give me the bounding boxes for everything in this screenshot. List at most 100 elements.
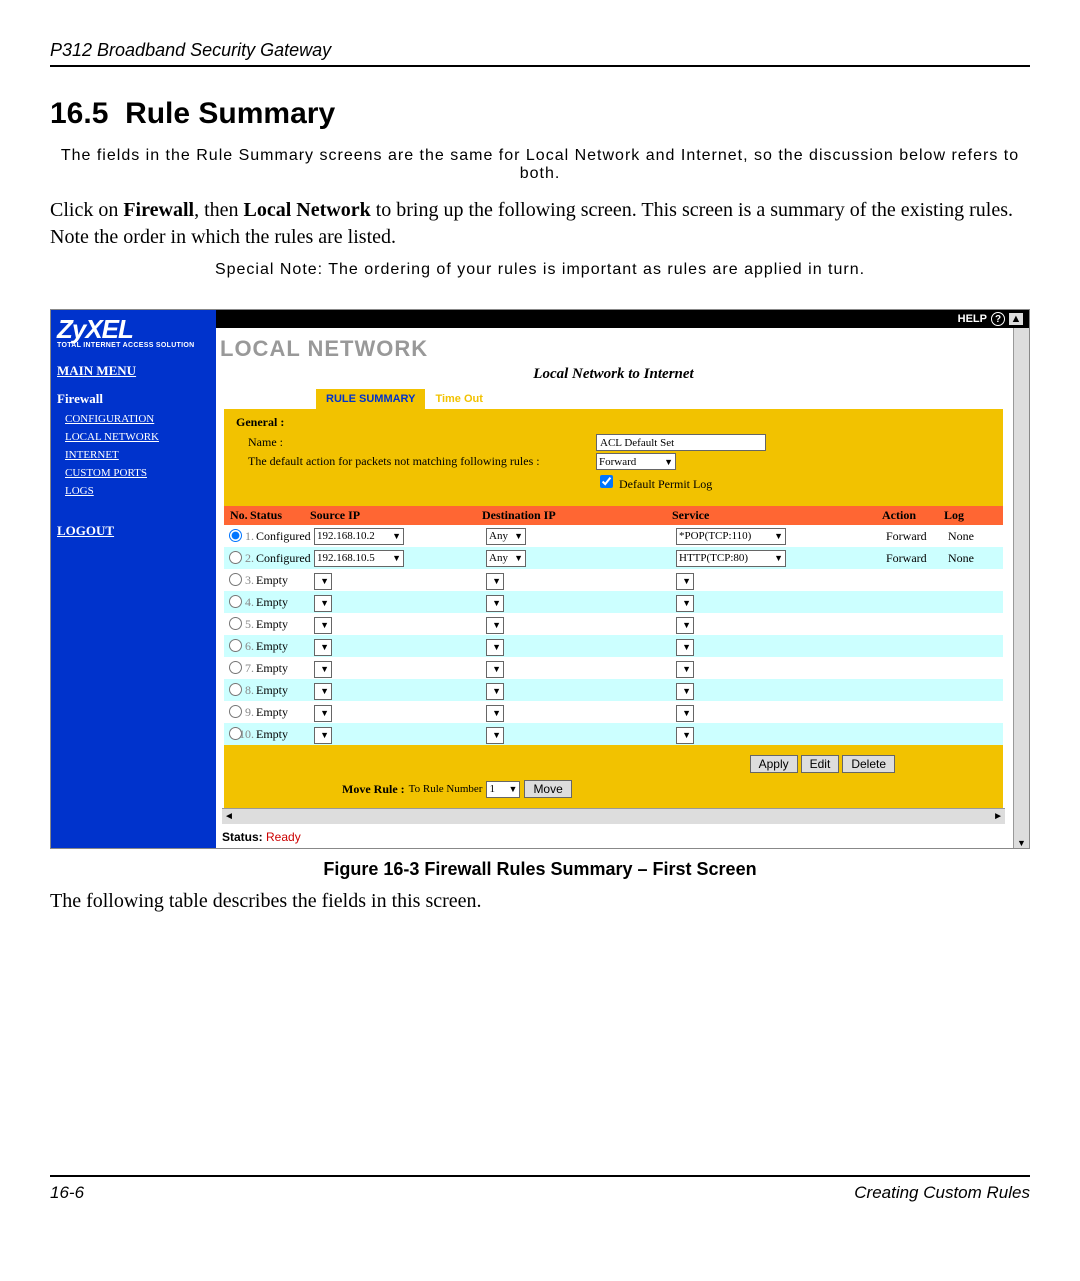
row-dest: Any▼ xyxy=(486,550,676,567)
row-source: ▼ xyxy=(314,614,486,634)
dropdown[interactable]: ▼ xyxy=(314,573,332,590)
page-title: LOCAL NETWORK xyxy=(216,328,1011,362)
tab-rule-summary[interactable]: RULE SUMMARY xyxy=(316,389,425,409)
row-radio[interactable] xyxy=(224,614,238,634)
dropdown[interactable]: ▼ xyxy=(314,727,332,744)
row-dest: ▼ xyxy=(486,680,676,700)
dropdown[interactable]: 192.168.10.2▼ xyxy=(314,528,404,545)
dropdown[interactable]: ▼ xyxy=(676,705,694,722)
menu-main[interactable]: MAIN MENU xyxy=(57,363,210,379)
row-status: Empty xyxy=(256,595,314,610)
row-radio[interactable] xyxy=(224,592,238,612)
dropdown[interactable]: ▼ xyxy=(486,705,504,722)
move-rule-select[interactable]: 1▼ xyxy=(486,781,520,798)
scroll-down-icon[interactable]: ▼ xyxy=(1017,838,1026,848)
dropdown[interactable]: ▼ xyxy=(676,595,694,612)
help-icon[interactable]: ? xyxy=(991,312,1005,326)
dropdown[interactable]: ▼ xyxy=(486,727,504,744)
sidebar-item-logs[interactable]: LOGS xyxy=(57,485,210,497)
dropdown[interactable]: *POP(TCP:110)▼ xyxy=(676,528,786,545)
row-source: ▼ xyxy=(314,724,486,744)
status-value: Ready xyxy=(266,830,301,844)
row-radio[interactable] xyxy=(224,570,238,590)
dropdown[interactable]: 192.168.10.5▼ xyxy=(314,550,404,567)
dropdown[interactable]: ▼ xyxy=(486,683,504,700)
scroll-left-icon[interactable]: ◄ xyxy=(224,811,234,822)
table-row: 8.Empty▼▼▼ xyxy=(224,679,1003,701)
row-radio[interactable] xyxy=(224,636,238,656)
apply-button[interactable]: Apply xyxy=(750,755,798,773)
dropdown[interactable]: Any▼ xyxy=(486,550,526,567)
dropdown[interactable]: ▼ xyxy=(486,617,504,634)
move-button[interactable]: Move xyxy=(524,780,571,798)
note-same-screens: The fields in the Rule Summary screens a… xyxy=(50,147,1030,183)
figure-caption: Figure 16-3 Firewall Rules Summary – Fir… xyxy=(50,859,1030,880)
edit-button[interactable]: Edit xyxy=(801,755,840,773)
row-log: None xyxy=(948,551,988,566)
dropdown[interactable]: ▼ xyxy=(676,639,694,656)
table-row: 4.Empty▼▼▼ xyxy=(224,591,1003,613)
row-dest: ▼ xyxy=(486,702,676,722)
dropdown[interactable]: ▼ xyxy=(314,705,332,722)
default-action-select[interactable]: Forward▼ xyxy=(596,453,676,470)
row-radio[interactable] xyxy=(224,680,238,700)
vertical-scrollbar[interactable]: ▼ xyxy=(1013,328,1029,848)
sidebar-item-custom-ports[interactable]: CUSTOM PORTS xyxy=(57,467,210,479)
scroll-up-icon[interactable]: ▲ xyxy=(1009,313,1023,325)
col-status: Status xyxy=(250,508,310,523)
row-status: Empty xyxy=(256,639,314,654)
horizontal-scrollbar[interactable]: ◄ ► xyxy=(222,808,1005,824)
menu-firewall[interactable]: Firewall xyxy=(57,391,210,407)
action-box: Apply Edit Delete Move Rule : To Rule Nu… xyxy=(224,745,1003,808)
row-radio[interactable] xyxy=(224,548,238,568)
dropdown[interactable]: ▼ xyxy=(314,595,332,612)
page-subtitle: Local Network to Internet xyxy=(216,362,1011,389)
row-radio[interactable] xyxy=(224,526,238,546)
dropdown[interactable]: Any▼ xyxy=(486,528,526,545)
scroll-right-icon[interactable]: ► xyxy=(993,811,1003,822)
dropdown[interactable]: ▼ xyxy=(314,639,332,656)
dropdown[interactable]: ▼ xyxy=(676,661,694,678)
row-radio[interactable] xyxy=(224,658,238,678)
page-footer: 16-6 Creating Custom Rules xyxy=(50,1175,1030,1203)
dropdown[interactable]: ▼ xyxy=(314,683,332,700)
main-panel: HELP ? ▲ LOCAL NETWORK Local Network to … xyxy=(216,310,1029,848)
dropdown[interactable]: ▼ xyxy=(314,661,332,678)
dropdown[interactable]: ▼ xyxy=(676,727,694,744)
status-bar: Status: Ready xyxy=(216,826,1011,848)
row-source: ▼ xyxy=(314,680,486,700)
sidebar-item-internet[interactable]: INTERNET xyxy=(57,449,210,461)
dropdown[interactable]: ▼ xyxy=(676,683,694,700)
help-bar: HELP ? ▲ xyxy=(216,310,1029,328)
dropdown[interactable]: ▼ xyxy=(676,617,694,634)
section-heading: 16.5 Rule Summary xyxy=(50,97,1030,131)
tab-timeout[interactable]: Time Out xyxy=(425,389,492,409)
dropdown[interactable]: HTTP(TCP:80)▼ xyxy=(676,550,786,567)
dropdown[interactable]: ▼ xyxy=(486,595,504,612)
col-log: Log xyxy=(944,508,984,523)
note-ordering: Special Note: The ordering of your rules… xyxy=(50,261,1030,279)
sidebar-item-configuration[interactable]: CONFIGURATION xyxy=(57,413,210,425)
dropdown[interactable]: ▼ xyxy=(486,639,504,656)
default-permit-log-checkbox[interactable]: Default Permit Log xyxy=(596,472,712,492)
col-action: Action xyxy=(882,508,944,523)
row-radio[interactable] xyxy=(224,724,238,744)
default-action-label: The default action for packets not match… xyxy=(236,454,596,469)
general-box: General : Name : ACL Default Set The def… xyxy=(224,409,1003,506)
menu-logout[interactable]: LOGOUT xyxy=(57,523,210,539)
row-service: HTTP(TCP:80)▼ xyxy=(676,550,886,567)
dropdown[interactable]: ▼ xyxy=(676,573,694,590)
name-label: Name : xyxy=(236,435,596,450)
general-heading: General : xyxy=(236,415,991,430)
dropdown[interactable]: ▼ xyxy=(486,573,504,590)
dropdown[interactable]: ▼ xyxy=(314,617,332,634)
footer-page-number: 16-6 xyxy=(50,1183,84,1203)
name-input[interactable]: ACL Default Set xyxy=(596,434,766,451)
row-radio[interactable] xyxy=(224,702,238,722)
delete-button[interactable]: Delete xyxy=(842,755,895,773)
row-status: Empty xyxy=(256,683,314,698)
dropdown[interactable]: ▼ xyxy=(486,661,504,678)
sidebar-item-local-network[interactable]: LOCAL NETWORK xyxy=(57,431,210,443)
help-link[interactable]: HELP xyxy=(958,313,987,325)
row-dest: Any▼ xyxy=(486,528,676,545)
